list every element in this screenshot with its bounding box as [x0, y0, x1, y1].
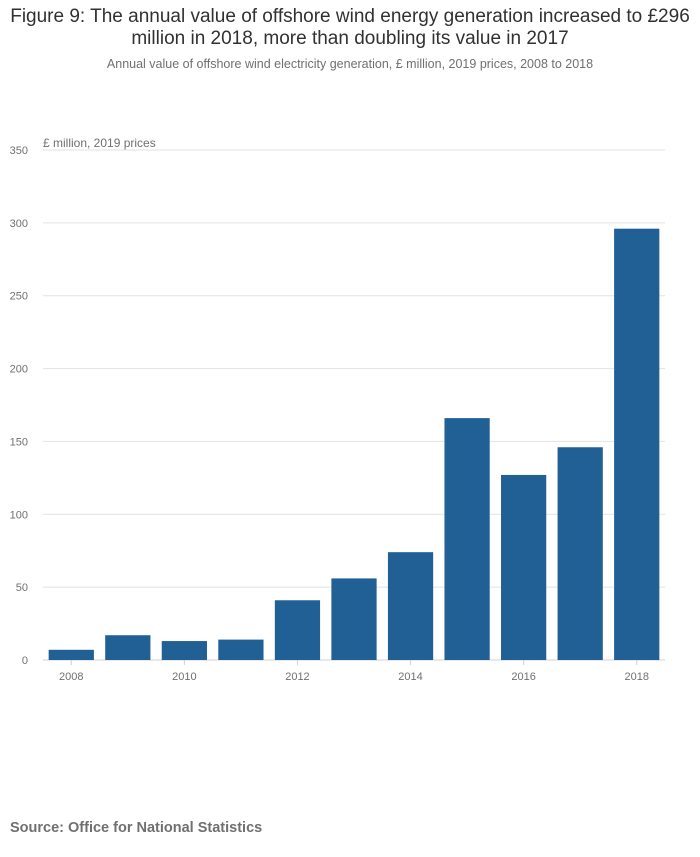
bar-2013	[331, 578, 377, 660]
x-tick-label: 2008	[59, 671, 83, 683]
x-tick-label: 2010	[172, 671, 196, 683]
bars	[48, 228, 660, 660]
x-tick-label: 2012	[285, 671, 309, 683]
bar-2009	[105, 635, 151, 660]
x-tick-label: 2018	[624, 671, 648, 683]
chart-subtitle: Annual value of offshore wind electricit…	[106, 57, 594, 71]
bar-2011	[218, 639, 264, 660]
y-tick-label: 100	[10, 509, 28, 521]
bar-2014	[387, 552, 434, 660]
y-tick-label: 350	[10, 145, 28, 157]
bar-2008	[48, 649, 94, 660]
y-axis-ticks: 0 50 100 150 200 250 300 350	[10, 145, 28, 667]
y-tick-label: 0	[22, 655, 28, 667]
y-tick-label: 250	[10, 291, 28, 303]
bar-2018	[614, 228, 660, 660]
y-tick-label: 200	[10, 364, 28, 376]
x-axis-ticks: 2008 2010 2012 2014 2016 2018	[59, 660, 649, 683]
x-tick-label: 2014	[398, 671, 422, 683]
x-tick-label: 2016	[511, 671, 535, 683]
y-tick-label: 50	[16, 582, 28, 594]
bar-2016	[501, 474, 547, 660]
bar-2017	[557, 447, 603, 660]
y-tick-label: 300	[10, 218, 28, 230]
bar-2015	[444, 418, 490, 660]
y-tick-label: 150	[10, 436, 28, 448]
source-note: Source: Office for National Statistics	[10, 820, 263, 836]
chart-title: Figure 9: The annual value of offshore w…	[10, 6, 690, 49]
bar-2010	[161, 641, 207, 660]
y-axis-unit-label: £ million, 2019 prices	[43, 136, 156, 150]
bar-2012	[274, 600, 321, 660]
